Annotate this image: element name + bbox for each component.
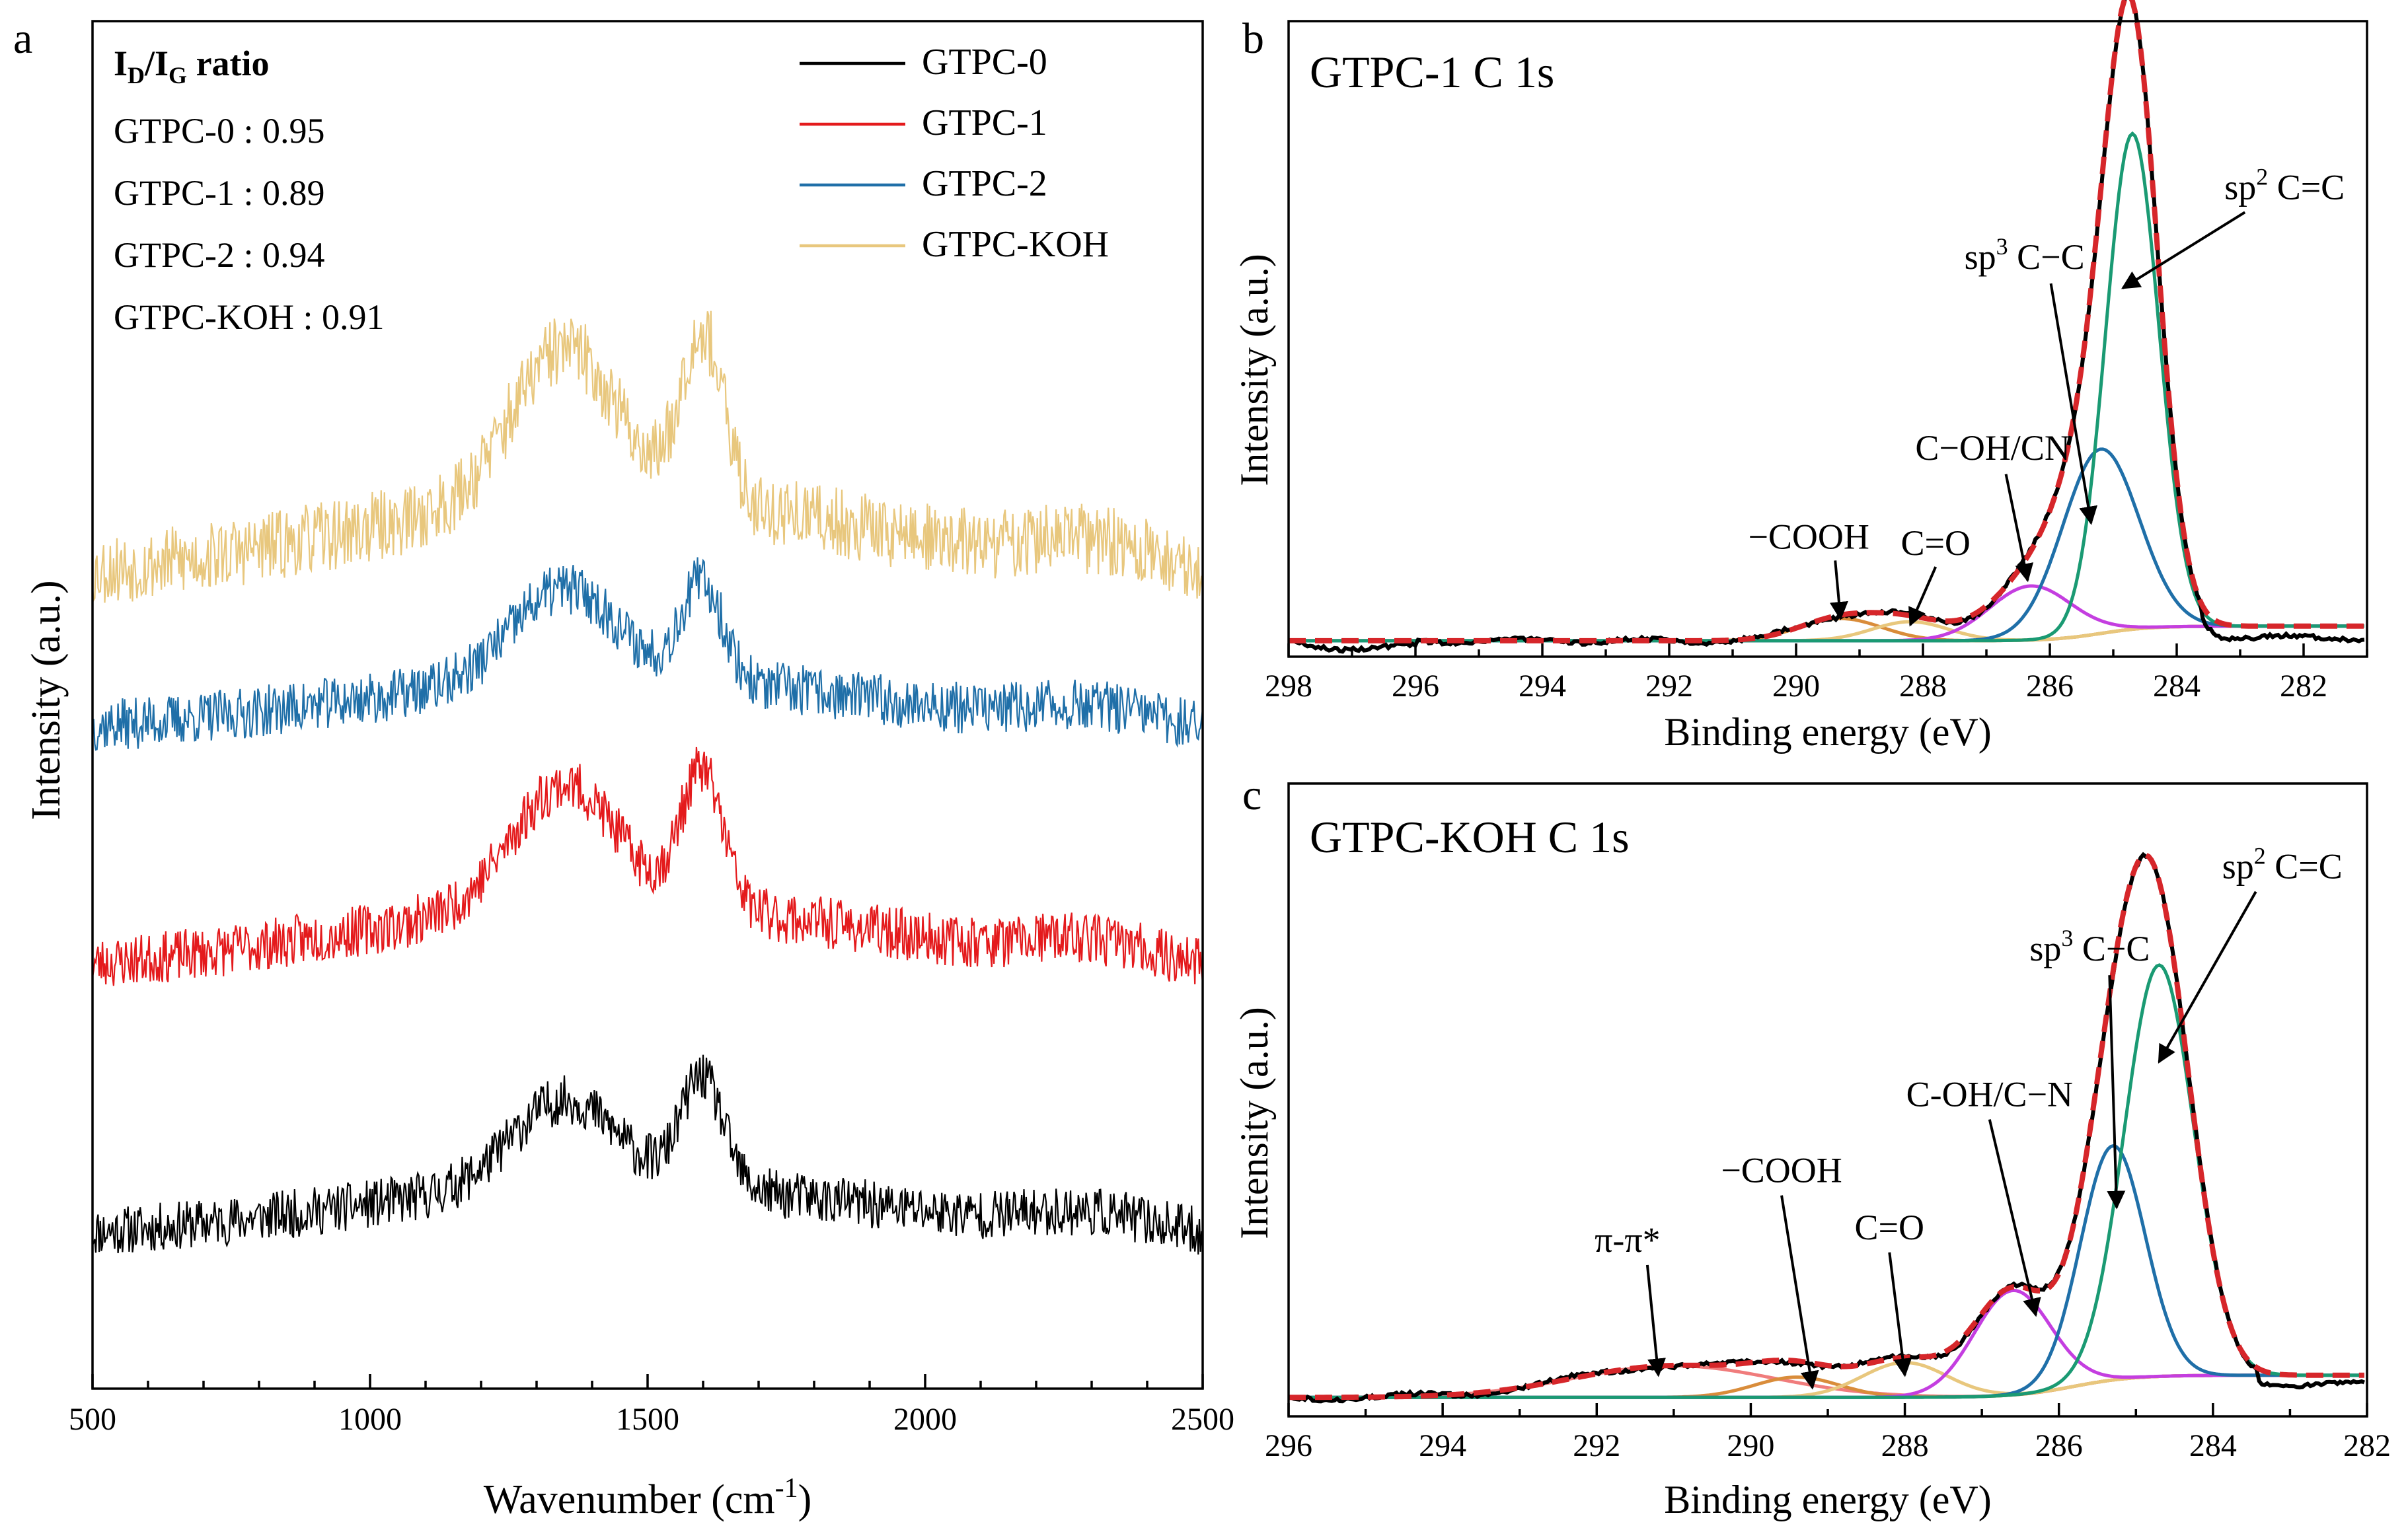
x-tick-label: 1000: [338, 1402, 402, 1437]
x-tick-label: 288: [1899, 669, 1947, 704]
x-tick-label: 290: [1727, 1428, 1774, 1463]
x-tick-label: 286: [2035, 1428, 2083, 1463]
label-arrow-2: [1908, 566, 1938, 627]
x-tick-label: 296: [1265, 1428, 1312, 1463]
panel-a-raman: 500 1000 1500 2000 2500 GTPC-0GTPC-1GTPC-2GT…: [24, 20, 1234, 1522]
legend-label-gtpc-2: GTPC-2: [922, 163, 1047, 204]
ratio-title: ID/IG ratio: [114, 44, 270, 89]
peak-label-1: π-π*: [1595, 1220, 1661, 1260]
series-line-gtpc-1: [91, 747, 1204, 986]
label-arrow-4: [2049, 283, 2098, 525]
peak-label-3: C=O: [1855, 1208, 1924, 1247]
panel-c-curves: [1288, 852, 2365, 1404]
ratio-line-gtpc-1: GTPC-1 : 0.89: [114, 173, 325, 213]
label-arrow-1: [1645, 1264, 1666, 1377]
legend-label-gtpc-koh: GTPC-KOH: [922, 224, 1109, 265]
panel-c-ylabel: Intensity (a.u.): [1232, 1007, 1276, 1239]
x-tick-label: 2000: [893, 1402, 957, 1437]
x-tick-label: 296: [1392, 669, 1439, 704]
panel-a-xlabel: Wavenumber (cm-1): [484, 1473, 812, 1522]
x-tick-label: 282: [2280, 669, 2327, 704]
x-tick-label: 298: [1265, 669, 1312, 704]
x-tick-label: 294: [1419, 1428, 1466, 1463]
panel-a-x-ticks: 500 1000 1500 2000 2500: [69, 1374, 1234, 1437]
label-arrow-4: [1988, 1119, 2041, 1317]
x-tick-label: 286: [2026, 669, 2074, 704]
x-tick-label: 292: [1645, 669, 1693, 704]
component-sp2-c-c: [1289, 131, 2364, 643]
x-tick-label: 288: [1881, 1428, 1929, 1463]
panel-c-xps-gtpc-koh: 296 294 292 290 288 286 284 282 π-π* −COOH C=O C-O…: [1232, 782, 2391, 1521]
peak-label-3: C−OH/CN: [1915, 428, 2070, 468]
legend-label-gtpc-1: GTPC-1: [922, 102, 1047, 143]
peak-label-5: sp2 C=C: [2224, 163, 2345, 207]
series-line-gtpc-koh: [91, 310, 1204, 603]
panel-c-peak-labels: π-π* −COOH C=O C-OH/C−N sp3 C−C sp2 C=C: [1595, 843, 2343, 1390]
series-line-gtpc-0: [92, 1054, 1204, 1255]
x-tick-label: 282: [2343, 1428, 2391, 1463]
x-tick-label: 1500: [616, 1402, 679, 1437]
label-arrow-5: [2107, 975, 2126, 1210]
component-c-o: [1289, 620, 2364, 643]
x-tick-label: 292: [1573, 1428, 1620, 1463]
raw-data-line: [1288, 852, 2365, 1404]
panel-b-title: GTPC-1 C 1s: [1310, 47, 1554, 97]
panel-a-legend: GTPC-0 GTPC-1 GTPC-2 GTPC-KOH: [800, 42, 1109, 265]
peak-label-4: C-OH/C−N: [1906, 1075, 2073, 1114]
peak-label-4: sp3 C−C: [1965, 233, 2085, 277]
legend-label-gtpc-0: GTPC-0: [922, 42, 1047, 83]
x-tick-label: 294: [1519, 669, 1566, 704]
label-arrow-3: [1888, 1252, 1912, 1377]
label-arrow-3: [2004, 474, 2034, 583]
label-arrow-6: [2158, 891, 2257, 1064]
peak-label-2: C=O: [1900, 523, 1970, 563]
panel-c-xlabel: Binding energy (eV): [1664, 1478, 1991, 1521]
x-tick-label: 284: [2189, 1428, 2237, 1463]
x-tick-label: 2500: [1171, 1402, 1234, 1437]
label-arrow-5: [2121, 211, 2246, 289]
panel-b-curves: [1288, 0, 2365, 654]
peak-label-6: sp2 C=C: [2222, 843, 2343, 887]
panel-b-x-ticks: 298 296 294 292 290 288 286 284 282: [1265, 643, 2368, 704]
panel-a-ratio-box: ID/IG ratio GTPC-0 : 0.95 GTPC-1 : 0.89 …: [114, 44, 385, 337]
series-line-gtpc-2: [91, 557, 1204, 751]
panel-c-title: GTPC-KOH C 1s: [1310, 812, 1630, 862]
ratio-line-gtpc-0: GTPC-0 : 0.95: [114, 111, 325, 151]
label-arrow-2: [1780, 1195, 1819, 1390]
panel-a-ylabel: Intensity (a.u.): [24, 580, 69, 820]
fit-envelope-line: [1289, 852, 2364, 1401]
peak-label-1: −COOH: [1748, 517, 1869, 556]
label-arrow-1: [1829, 560, 1848, 621]
panel-b-ylabel: Intensity (a.u.): [1232, 254, 1276, 486]
panel-b-frame: [1287, 20, 2368, 658]
panel-b-xlabel: Binding energy (eV): [1664, 710, 1991, 754]
fit-envelope-line: [1289, 0, 2364, 643]
panel-letter-a: a: [13, 15, 32, 63]
panel-b-peak-labels: −COOH C=O C−OH/CN sp3 C−C sp2 C=C: [1748, 163, 2345, 627]
panel-letter-b: b: [1242, 15, 1264, 63]
x-tick-label: 500: [69, 1402, 116, 1437]
x-tick-label: 284: [2153, 669, 2201, 704]
panel-c-x-ticks: 296 294 292 290 288 286 284 282: [1265, 1403, 2391, 1463]
peak-label-2: −COOH: [1721, 1151, 1842, 1190]
panel-letter-c: c: [1242, 771, 1261, 819]
ratio-line-gtpc-2: GTPC-2 : 0.94: [114, 235, 325, 275]
peak-label-5: sp3 C−C: [2029, 925, 2150, 968]
panel-c-frame: [1287, 782, 2368, 1418]
x-tick-label: 290: [1772, 669, 1820, 704]
panel-a-curves: [91, 310, 1204, 1255]
panel-b-xps-gtpc-1: 298 296 294 292 290 288 286 284 282 −COOH C=O C−OH…: [1232, 0, 2368, 754]
ratio-line-gtpc-koh: GTPC-KOH : 0.91: [114, 297, 385, 337]
